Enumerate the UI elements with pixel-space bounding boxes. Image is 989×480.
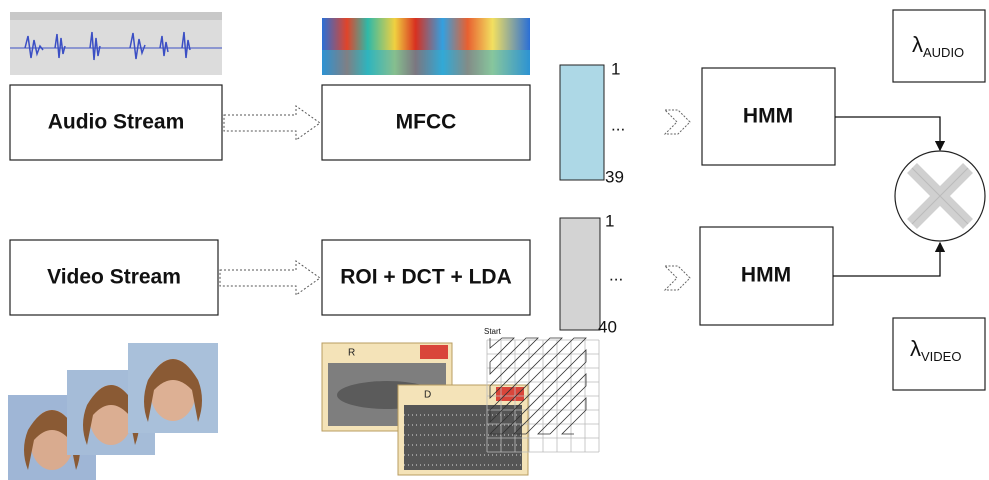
- spectrogram: [322, 18, 530, 75]
- label: VIDEO: [921, 349, 961, 364]
- waveform: [10, 12, 222, 75]
- face-frames: [8, 343, 218, 480]
- vector-ellipsis: ...: [609, 265, 623, 284]
- diagram: Audio Stream MFCC 1 ... 39 HMM λAUDIO Vi…: [0, 0, 989, 480]
- arrow: [665, 110, 690, 134]
- vector-index: 1: [611, 59, 620, 78]
- label: D: [424, 390, 431, 401]
- hmm-label: HMM: [741, 264, 791, 287]
- audio-vector: [560, 65, 604, 180]
- vector-index: 1: [605, 211, 614, 230]
- video-vector: [560, 218, 600, 330]
- label: λ: [910, 336, 921, 361]
- connector: [833, 243, 940, 276]
- roi-label: ROI + DCT + LDA: [340, 266, 512, 289]
- label: Start: [484, 327, 502, 336]
- label: R: [348, 348, 355, 359]
- dct-window: D: [398, 385, 528, 475]
- fusion-node: [895, 151, 985, 241]
- audio-stream-label: Audio Stream: [48, 111, 185, 134]
- arrow: [224, 106, 320, 140]
- video-stream-label: Video Stream: [47, 266, 181, 289]
- vector-index: 40: [598, 317, 617, 336]
- vector-index: 39: [605, 167, 624, 186]
- zigzag-scan: Start: [484, 327, 599, 452]
- arrow: [665, 266, 690, 290]
- vector-ellipsis: ...: [611, 115, 625, 134]
- label: λ: [912, 32, 923, 57]
- arrow: [220, 261, 320, 295]
- hmm-label: HMM: [743, 105, 793, 128]
- mfcc-label: MFCC: [396, 111, 457, 134]
- connector: [835, 117, 940, 150]
- label: AUDIO: [923, 45, 964, 60]
